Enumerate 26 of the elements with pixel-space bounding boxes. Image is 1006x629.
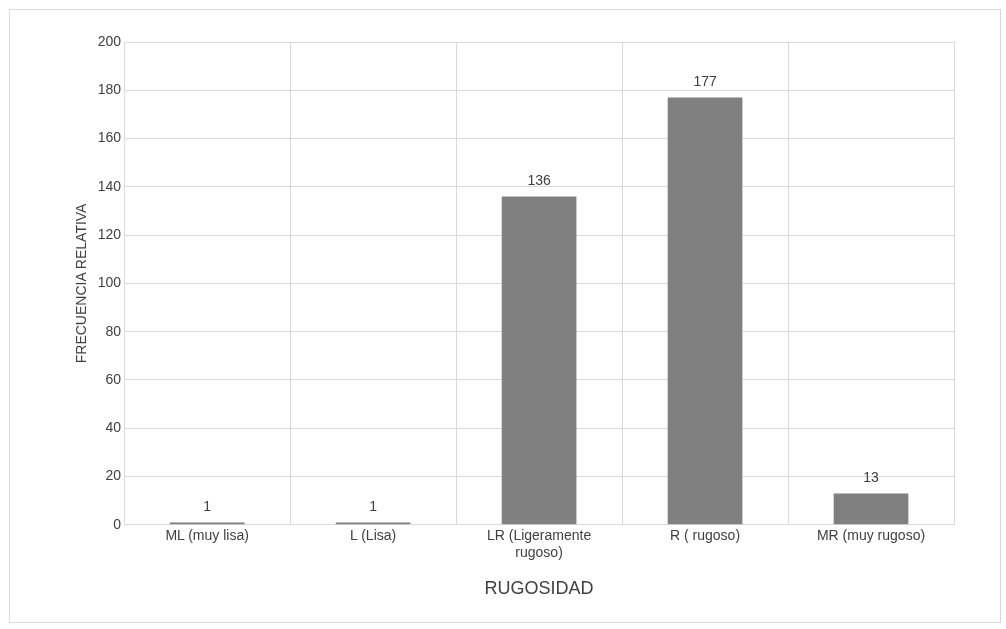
y-tick-label: 140: [97, 177, 122, 194]
x-tick-label: LR (Ligeramente rugoso): [486, 527, 592, 560]
y-tick-label: 100: [97, 274, 122, 291]
y-tick-label: 40: [105, 419, 122, 436]
y-tick-label: 160: [97, 129, 122, 146]
data-label: 177: [693, 73, 717, 90]
y-tick-label: 20: [105, 467, 122, 484]
y-axis-title: FRECUENCIA RELATIVA: [73, 202, 90, 364]
bar: [501, 196, 577, 525]
y-tick-label: 80: [105, 322, 122, 339]
data-label: 1: [369, 498, 378, 515]
x-tick-label: ML (muy lisa): [165, 527, 249, 544]
bar: [833, 493, 909, 525]
x-tick-label: R ( rugoso): [670, 527, 741, 544]
bar: [667, 97, 743, 525]
data-label: 13: [863, 469, 880, 486]
x-axis-title: RUGOSIDAD: [484, 578, 594, 599]
y-tick-label: 200: [97, 32, 122, 49]
x-tick-label: MR (muy rugoso): [816, 527, 926, 544]
y-tick-label: 0: [113, 515, 122, 532]
y-tick-label: 120: [97, 225, 122, 242]
data-label: 1: [203, 498, 212, 515]
y-tick-label: 180: [97, 81, 122, 98]
data-label: 136: [527, 172, 551, 189]
x-tick-label: L (Lisa): [350, 527, 397, 544]
y-tick-label: 60: [105, 370, 122, 387]
